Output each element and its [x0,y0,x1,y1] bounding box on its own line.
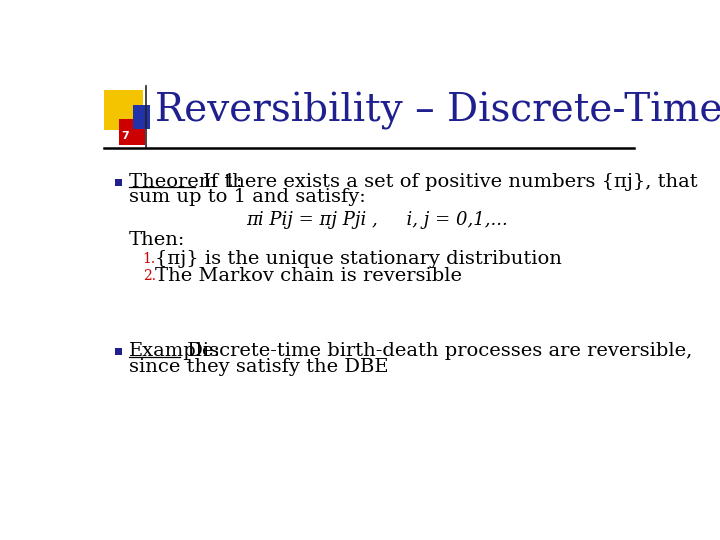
Bar [133,105,150,130]
Bar [114,179,122,186]
Text: 7: 7 [121,131,129,141]
Text: 1.: 1. [143,252,156,266]
Bar [120,119,145,145]
Text: 2.: 2. [143,269,156,283]
Text: The Markov chain is reversible: The Markov chain is reversible [155,267,462,285]
Text: If there exists a set of positive numbers {πj}, that: If there exists a set of positive number… [197,173,698,191]
Text: Discrete-time birth-death processes are reversible,: Discrete-time birth-death processes are … [181,342,693,360]
Text: Theorem 1:: Theorem 1: [129,173,242,191]
Text: sum up to 1 and satisfy:: sum up to 1 and satisfy: [129,188,366,206]
Text: Then:: Then: [129,231,185,248]
Text: Example:: Example: [129,342,221,360]
Bar [114,348,122,355]
Text: πi Pij = πj Pji ,     i, j = 0,1,...: πi Pij = πj Pji , i, j = 0,1,... [246,211,508,230]
Text: {πj} is the unique stationary distribution: {πj} is the unique stationary distributi… [155,250,562,268]
Text: since they satisfy the DBE: since they satisfy the DBE [129,357,388,376]
Bar [104,90,143,130]
Text: Reversibility – Discrete-Time Chains: Reversibility – Discrete-Time Chains [155,92,720,130]
